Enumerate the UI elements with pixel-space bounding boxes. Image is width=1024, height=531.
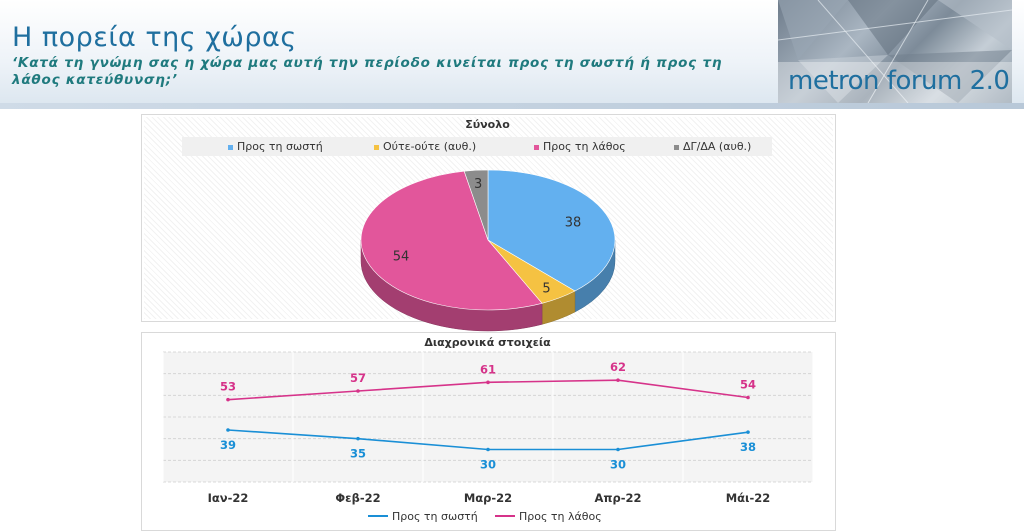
page-subtitle: ‘Κατά τη γνώμη σας η χώρα μας αυτή την π… [12,55,723,88]
pie-slice-right [487,169,616,292]
pie-legend-item-wrong: Προς τη λάθος [534,140,626,153]
pie-legend-item-neither: Ούτε-ούτε (αυθ.) [374,140,476,153]
logo-text: metron forum 2.0 [788,66,1010,96]
pie-legend-label-right: Προς τη σωστή [237,140,323,153]
data-point-wrong [746,395,750,400]
pie-label-wrong: 54 [393,250,410,265]
pie-legend: Προς τη σωστή Ούτε-ούτε (αυθ.) Προς τη λ… [182,137,772,156]
pie-label-right: 38 [565,215,582,230]
data-label-right: 39 [220,438,236,452]
data-point-right [746,430,750,434]
page-title: Η πορεία της χώρας [12,22,297,53]
data-point-right [226,428,230,432]
legend-marker-dkna [674,144,679,150]
data-point-wrong [486,380,490,385]
pie-label-dkna: 3 [474,177,482,192]
legend-marker-right [228,144,233,150]
data-point-right [356,436,360,441]
legend-label-wrong: Προς τη λάθος [519,510,602,523]
x-tick-label: Μάι-22 [726,491,771,505]
data-point-right [616,447,620,452]
pie-tops [360,169,616,311]
pie-legend-label-neither: Ούτε-ούτε (αυθ.) [383,140,477,153]
pie-slice-dkna [463,169,489,241]
data-label-wrong: 61 [480,362,496,376]
data-label-right: 38 [740,440,756,454]
pie-legend-label-wrong: Προς τη λάθος [543,140,626,153]
x-tick-label: Απρ-22 [594,491,641,505]
legend-label-right: Προς τη σωστή [392,510,478,523]
pie-slice-wrong [360,170,543,311]
data-label-right: 30 [610,458,626,472]
data-label-wrong: 62 [610,360,626,374]
data-label-right: 30 [480,458,496,472]
data-point-wrong [226,397,230,402]
x-tick-label: Μαρ-22 [464,491,512,505]
line-chart-title: Διαχρονικά στοιχεία [424,336,551,349]
pie-legend-label-dkna: ΔΓ/ΔΑ (αυθ.) [683,140,752,153]
data-label-wrong: 54 [740,378,756,392]
data-label-wrong: 53 [220,380,236,394]
data-label-right: 35 [350,447,366,461]
pie-legend-item-right: Προς τη σωστή [228,140,323,153]
pie-legend-item-dkna: ΔΓ/ΔΑ (αυθ.) [674,140,751,153]
pie-chart-title: Σύνολο [465,118,510,131]
data-point-wrong [356,389,360,393]
legend-marker-neither [374,144,379,150]
logo-photo-pattern [778,0,1012,103]
x-tick-label: Φεβ-22 [335,491,380,505]
data-label-wrong: 57 [350,371,366,385]
line-series-wrong: 53 57 61 62 54 [220,360,756,402]
x-tick-label: Ιαν-22 [208,491,249,505]
legend-marker-wrong [534,144,539,150]
metron-forum-logo: metron forum 2.0 [778,0,1012,103]
data-point-wrong [616,378,620,382]
pie-label-neither: 5 [542,281,550,296]
header-divider [0,103,1024,109]
data-point-right [486,447,490,452]
line-x-axis: Ιαν-22 Φεβ-22 Μαρ-22 Απρ-22 Μάι-22 [208,491,771,505]
pie-data-labels: 38 5 54 3 [393,177,582,297]
line-series-right: 39 35 30 30 38 [220,428,756,472]
line-legend: Προς τη σωστή Προς τη λάθος [368,510,602,523]
